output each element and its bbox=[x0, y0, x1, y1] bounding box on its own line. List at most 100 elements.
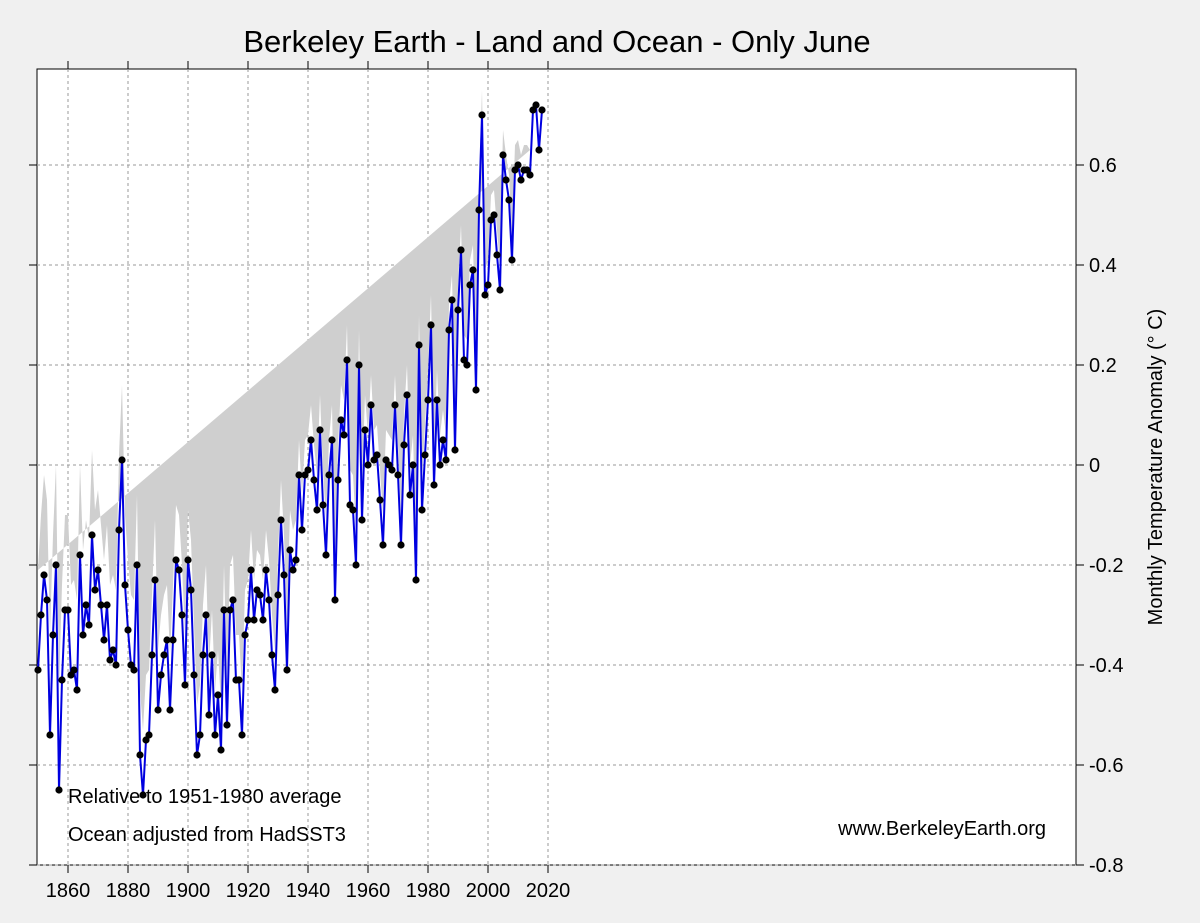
data-point bbox=[223, 721, 231, 729]
data-point bbox=[214, 691, 222, 699]
data-point bbox=[517, 176, 525, 184]
data-point bbox=[328, 436, 336, 444]
data-point bbox=[355, 361, 363, 369]
data-point bbox=[262, 566, 270, 574]
data-point bbox=[322, 551, 330, 559]
data-point bbox=[358, 516, 366, 524]
data-point bbox=[334, 476, 342, 484]
data-point bbox=[316, 426, 324, 434]
data-point bbox=[376, 496, 384, 504]
data-point bbox=[457, 246, 465, 254]
data-point bbox=[409, 461, 417, 469]
data-point bbox=[391, 401, 399, 409]
data-point bbox=[37, 611, 45, 619]
data-point bbox=[475, 206, 483, 214]
data-point bbox=[166, 706, 174, 714]
y-tick-label: 0.2 bbox=[1089, 355, 1117, 377]
data-point bbox=[466, 281, 474, 289]
data-point bbox=[430, 481, 438, 489]
data-point bbox=[448, 296, 456, 304]
data-point bbox=[151, 576, 159, 584]
data-point bbox=[337, 416, 345, 424]
y-tick-label: -0.8 bbox=[1089, 855, 1123, 877]
chart-title: Berkeley Earth - Land and Ocean - Only J… bbox=[243, 24, 870, 59]
data-point bbox=[289, 566, 297, 574]
data-point bbox=[193, 751, 201, 759]
data-point bbox=[469, 266, 477, 274]
data-point bbox=[106, 656, 114, 664]
x-tick-label: 1900 bbox=[166, 880, 211, 902]
data-point bbox=[40, 571, 48, 579]
data-point bbox=[349, 506, 357, 514]
data-point bbox=[49, 631, 57, 639]
data-point bbox=[340, 431, 348, 439]
data-point bbox=[292, 556, 300, 564]
data-point bbox=[526, 171, 534, 179]
data-point bbox=[535, 146, 543, 154]
data-point bbox=[445, 326, 453, 334]
data-point bbox=[148, 651, 156, 659]
data-point bbox=[241, 631, 249, 639]
data-point bbox=[280, 571, 288, 579]
data-point bbox=[502, 176, 510, 184]
x-tick-label: 1860 bbox=[46, 880, 91, 902]
data-point bbox=[367, 401, 375, 409]
data-point bbox=[250, 616, 258, 624]
data-point bbox=[121, 581, 129, 589]
data-point bbox=[508, 256, 516, 264]
data-point bbox=[169, 636, 177, 644]
data-point bbox=[295, 471, 303, 479]
data-point bbox=[304, 466, 312, 474]
data-point bbox=[55, 786, 63, 794]
data-point bbox=[118, 456, 126, 464]
data-point bbox=[286, 546, 294, 554]
data-point bbox=[433, 396, 441, 404]
data-point bbox=[343, 356, 351, 364]
data-point bbox=[451, 446, 459, 454]
data-point bbox=[265, 596, 273, 604]
data-point bbox=[427, 321, 435, 329]
data-point bbox=[205, 711, 213, 719]
data-point bbox=[73, 686, 81, 694]
x-tick-label: 1880 bbox=[106, 880, 151, 902]
data-point bbox=[403, 391, 411, 399]
data-point bbox=[76, 551, 84, 559]
data-point bbox=[412, 576, 420, 584]
data-point bbox=[373, 451, 381, 459]
data-point bbox=[202, 611, 210, 619]
data-point bbox=[436, 461, 444, 469]
data-point bbox=[244, 616, 252, 624]
data-point bbox=[418, 506, 426, 514]
data-point bbox=[514, 161, 522, 169]
data-point bbox=[532, 101, 540, 109]
data-point bbox=[226, 606, 234, 614]
data-point bbox=[181, 681, 189, 689]
data-point bbox=[130, 666, 138, 674]
data-point bbox=[220, 606, 228, 614]
data-point bbox=[415, 341, 423, 349]
uncertainty-band-group bbox=[38, 90, 530, 730]
data-point bbox=[64, 606, 72, 614]
data-point bbox=[82, 601, 90, 609]
axes: 1860 1880 1900 1920 1940 1960 1980 2000 2020 -0.8… bbox=[29, 61, 1123, 902]
data-point bbox=[421, 451, 429, 459]
data-point bbox=[256, 591, 264, 599]
data-point bbox=[163, 636, 171, 644]
data-point bbox=[52, 561, 60, 569]
data-point bbox=[247, 566, 255, 574]
uncertainty-band bbox=[38, 90, 530, 730]
x-tick-label: 2000 bbox=[466, 880, 511, 902]
y-tick-label: -0.2 bbox=[1089, 555, 1123, 577]
data-point bbox=[379, 541, 387, 549]
data-point bbox=[283, 666, 291, 674]
data-point bbox=[352, 561, 360, 569]
data-point bbox=[199, 651, 207, 659]
data-point bbox=[364, 461, 372, 469]
data-point bbox=[160, 651, 168, 659]
x-tick-label: 1940 bbox=[286, 880, 331, 902]
data-point bbox=[139, 791, 147, 799]
data-point bbox=[400, 441, 408, 449]
data-point bbox=[196, 731, 204, 739]
data-point bbox=[361, 426, 369, 434]
data-point bbox=[271, 686, 279, 694]
